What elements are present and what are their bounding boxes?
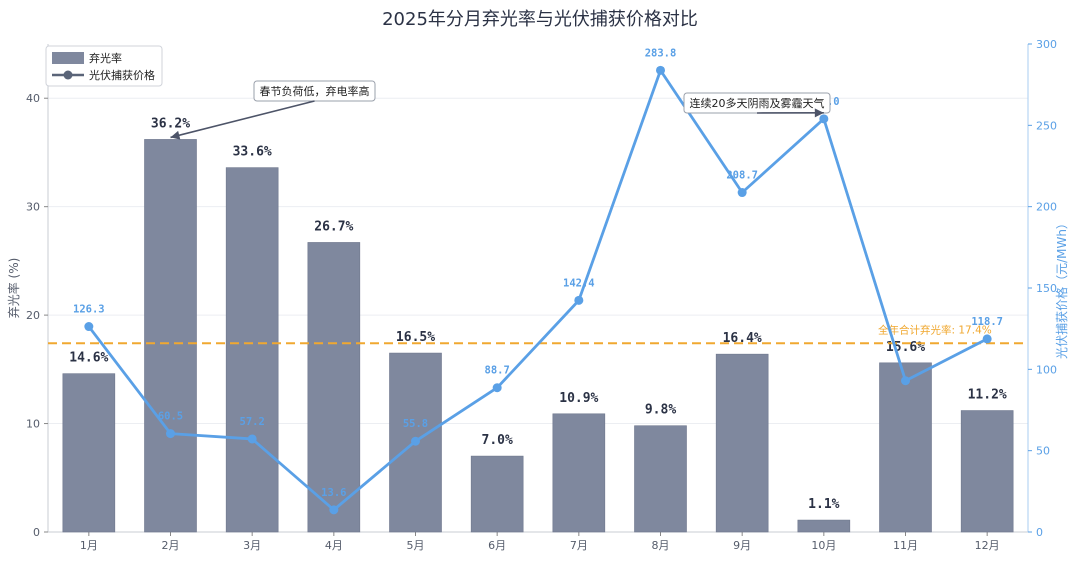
- bar: [144, 139, 197, 533]
- x-tick-label: 1月: [80, 539, 98, 552]
- bar-label: 1.1%: [808, 497, 839, 512]
- annotation: 春节负荷低，弃电率高: [170, 80, 376, 140]
- price-point: [329, 505, 339, 515]
- price-label: 208.7: [726, 170, 758, 182]
- price-point: [411, 436, 420, 446]
- price-label: 57.2: [240, 416, 265, 428]
- x-tick-label: 8月: [652, 539, 670, 552]
- annotation-arrowhead: [814, 108, 824, 118]
- price-labels: 126.3 60.5 57.2 13.6 55.8 88.7 142.4 283.8 208.7…: [73, 47, 1003, 499]
- price-point: [656, 65, 665, 75]
- bar: [879, 362, 932, 533]
- price-label: 88.7: [485, 365, 510, 377]
- legend-bar-swatch: [52, 52, 84, 64]
- price-point: [84, 322, 94, 332]
- price-line: [84, 65, 992, 515]
- x-tick-label: 6月: [488, 539, 506, 552]
- bar: [470, 455, 524, 533]
- bar: [797, 519, 851, 533]
- y-tick-label: 20: [26, 309, 40, 322]
- bar: [225, 167, 279, 533]
- bar-labels: 14.6%36.2%33.6%26.7%16.5%7.0%10.9%9.8%16…: [69, 116, 1007, 512]
- price-point: [901, 376, 910, 386]
- x-tick-label: 7月: [570, 539, 588, 552]
- x-tick-label: 12月: [975, 539, 1000, 552]
- price-label: 55.8: [403, 418, 428, 430]
- price-point: [247, 434, 257, 444]
- price-point: [166, 429, 175, 439]
- bar-label: 16.5%: [396, 330, 435, 345]
- bar: [307, 242, 361, 533]
- price-label: 60.5: [158, 411, 183, 423]
- y-right-tick-label: 250: [1036, 119, 1057, 132]
- y-right-tick-label: 300: [1036, 38, 1057, 51]
- bar-label: 15.6%: [886, 340, 925, 355]
- legend-label-bar: 弃光率: [89, 51, 122, 65]
- legend-label-line: 光伏捕获价格: [89, 68, 155, 82]
- y-tick-label: 30: [26, 201, 40, 214]
- legend-line-marker: [63, 70, 73, 80]
- y-right-tick-label: 0: [1036, 526, 1043, 539]
- x-tick-label: 5月: [407, 539, 425, 552]
- bar-label: 33.6%: [233, 145, 272, 160]
- x-tick-label: 9月: [733, 539, 751, 552]
- bar-label: 11.2%: [968, 388, 1007, 403]
- x-tick-label: 11月: [893, 539, 918, 552]
- bar: [715, 353, 769, 533]
- annotation-text: 春节负荷低，弃电率高: [260, 84, 370, 98]
- gridlines: [48, 97, 1028, 425]
- price-label: 142.4: [563, 277, 595, 289]
- bar: [960, 410, 1014, 533]
- y-tick-label: 0: [33, 526, 40, 539]
- price-point: [492, 383, 502, 393]
- bar-label: 26.7%: [314, 219, 353, 234]
- x-tick-label: 2月: [162, 539, 180, 552]
- bar-label: 7.0%: [482, 433, 513, 448]
- y-right-axis-title: 光伏捕获价格（元/MWh）: [1054, 217, 1069, 359]
- bar-label: 36.2%: [151, 116, 190, 131]
- y-right-tick-label: 50: [1036, 445, 1050, 458]
- price-point: [737, 188, 747, 198]
- y-tick-label: 40: [26, 92, 40, 105]
- annotation-arrow: [170, 100, 315, 139]
- price-point: [819, 114, 829, 124]
- bars: [62, 139, 1014, 533]
- bar-label: 14.6%: [69, 351, 108, 366]
- price-point: [574, 295, 584, 305]
- bar: [634, 425, 687, 533]
- y-right-tick-label: 150: [1036, 282, 1057, 295]
- price-line-path: [87, 68, 988, 512]
- y-axis-title: 弃光率 (%): [6, 258, 21, 319]
- bar-label: 10.9%: [559, 391, 598, 406]
- annotation: 连续20多天阴雨及雾霾天气: [683, 92, 831, 118]
- annotation-arrowhead: [170, 130, 181, 140]
- x-tick-label: 3月: [243, 539, 261, 552]
- annotation-text: 连续20多天阴雨及雾霾天气: [690, 96, 825, 110]
- y-tick-label: 10: [26, 418, 40, 431]
- price-label: 13.6: [321, 487, 346, 499]
- bar: [552, 413, 606, 533]
- x-tick-label: 4月: [325, 539, 343, 552]
- axes: 0 10 20 30 40 0 50 100 150 200 250 300 1月 2月 3月 4月 5月 6月 7…: [6, 38, 1069, 552]
- price-label: 118.7: [971, 316, 1003, 328]
- price-label: 283.8: [645, 47, 677, 59]
- x-tick-label: 10月: [811, 539, 836, 552]
- reference-line-label: 全年合计弃光率: 17.4%: [878, 323, 992, 336]
- price-point: [982, 334, 992, 344]
- price-label: 126.3: [73, 304, 105, 316]
- chart-title: 2025年分月弃光率与光伏捕获价格对比: [382, 9, 698, 30]
- y-right-tick-label: 200: [1036, 201, 1057, 214]
- bar-label: 9.8%: [645, 403, 676, 418]
- bar: [62, 373, 116, 533]
- y-right-tick-label: 100: [1036, 363, 1057, 376]
